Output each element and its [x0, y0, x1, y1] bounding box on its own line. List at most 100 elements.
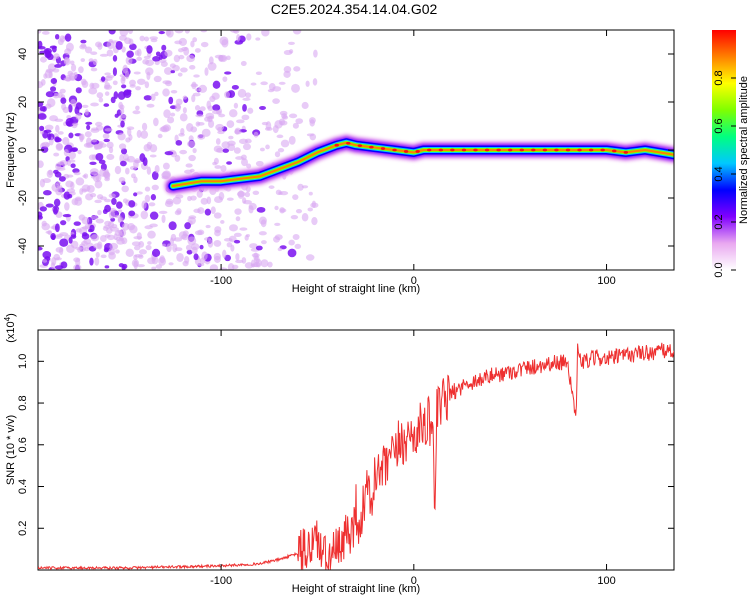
noise-speckle [89, 161, 97, 165]
noise-speckle [68, 104, 73, 113]
noise-speckle [288, 239, 295, 246]
noise-speckle [261, 240, 267, 245]
noise-speckle [111, 197, 117, 205]
noise-speckle [141, 122, 148, 131]
noise-speckle [259, 147, 265, 152]
noise-speckle [213, 239, 222, 247]
noise-speckle [152, 55, 161, 62]
noise-speckle [187, 195, 192, 202]
noise-speckle [128, 38, 134, 46]
noise-speckle [184, 222, 191, 230]
noise-speckle [121, 222, 130, 231]
noise-speckle [94, 180, 103, 189]
noise-speckle [53, 207, 58, 215]
noise-speckle [136, 264, 145, 268]
noise-speckle [108, 210, 116, 219]
noise-speckle [112, 80, 118, 86]
snr-panel: -100 0 100 0.2 0.4 0.6 0.8 1.0 Height of straig… [3, 313, 675, 595]
snr-ytick-label: 0.8 [17, 395, 29, 410]
noise-speckle [38, 101, 44, 107]
noise-speckle [41, 30, 50, 35]
noise-speckle [231, 84, 239, 90]
noise-speckle [234, 129, 242, 135]
noise-speckle [209, 264, 219, 270]
noise-speckle [311, 200, 316, 208]
noise-speckle [182, 95, 188, 100]
snr-ytick-label: 0.6 [17, 437, 29, 452]
noise-speckle [164, 151, 174, 156]
noise-speckle [104, 128, 113, 132]
noise-speckle [106, 234, 115, 241]
colorbar-tick-label: 0.6 [713, 118, 725, 133]
noise-speckle [136, 191, 143, 195]
noise-speckle [150, 38, 158, 43]
noise-speckle [175, 140, 183, 146]
noise-speckle [139, 35, 145, 42]
noise-speckle [117, 217, 123, 224]
noise-speckle [237, 88, 247, 98]
noise-speckle [91, 82, 100, 89]
noise-speckle [277, 247, 283, 252]
noise-speckle [226, 161, 233, 165]
noise-speckle [192, 37, 198, 43]
ridge-hotspot [588, 148, 594, 152]
noise-speckle [44, 124, 54, 131]
noise-speckle [45, 230, 53, 234]
noise-speckle [127, 30, 134, 35]
ridge-hotspot [554, 148, 559, 152]
noise-speckle [75, 102, 83, 110]
noise-speckle [241, 114, 250, 121]
spectrogram-xtick-label: -100 [210, 275, 232, 287]
noise-speckle [144, 36, 150, 42]
noise-speckle [301, 212, 309, 222]
noise-speckle [244, 138, 252, 144]
ridge-hotspot [542, 148, 548, 152]
colorbar-ticks: 0.0 0.2 0.4 0.6 0.8 [713, 70, 736, 278]
noise-speckle [51, 234, 56, 240]
noise-speckle [106, 49, 114, 57]
noise-speckle [62, 213, 72, 218]
noise-speckle [258, 231, 267, 236]
noise-speckle [126, 89, 132, 93]
colorbar-gradient [712, 30, 736, 270]
noise-speckle [90, 67, 98, 72]
noise-speckle [155, 51, 161, 57]
noise-speckle [121, 237, 128, 245]
noise-speckle [136, 56, 143, 61]
colorbar-tick-label: 0.0 [713, 262, 725, 277]
noise-speckle [127, 223, 136, 231]
noise-speckle [279, 110, 288, 116]
ridge-hotspot [565, 148, 571, 152]
noise-speckle [120, 76, 126, 85]
noise-speckle [191, 94, 196, 103]
noise-speckle [66, 174, 74, 178]
noise-speckle [272, 98, 280, 104]
ridge-hotspot [612, 149, 617, 153]
noise-speckle [280, 139, 290, 148]
noise-speckle [47, 63, 57, 72]
spectrogram-xtick-label: 0 [411, 275, 417, 287]
noise-speckle [241, 158, 248, 167]
noise-speckle [249, 243, 258, 249]
noise-speckle [199, 244, 204, 250]
noise-speckle [118, 35, 127, 41]
noise-speckle [73, 264, 82, 270]
noise-speckle [297, 183, 304, 191]
noise-speckle [80, 39, 87, 44]
ridge-hotspot [461, 148, 467, 152]
noise-speckle [162, 88, 170, 97]
noise-speckle [191, 246, 198, 254]
noise-speckle [63, 77, 72, 82]
noise-speckle [151, 248, 161, 258]
noise-speckle [90, 215, 99, 220]
noise-speckle [133, 192, 138, 197]
noise-speckle [176, 252, 184, 262]
noise-speckle [226, 197, 234, 201]
noise-speckle [172, 196, 182, 205]
noise-speckle [150, 194, 157, 201]
noise-speckle [43, 73, 48, 79]
noise-speckle [215, 138, 221, 145]
noise-speckle [136, 78, 146, 85]
noise-speckle [228, 109, 238, 118]
noise-speckle [154, 91, 159, 97]
